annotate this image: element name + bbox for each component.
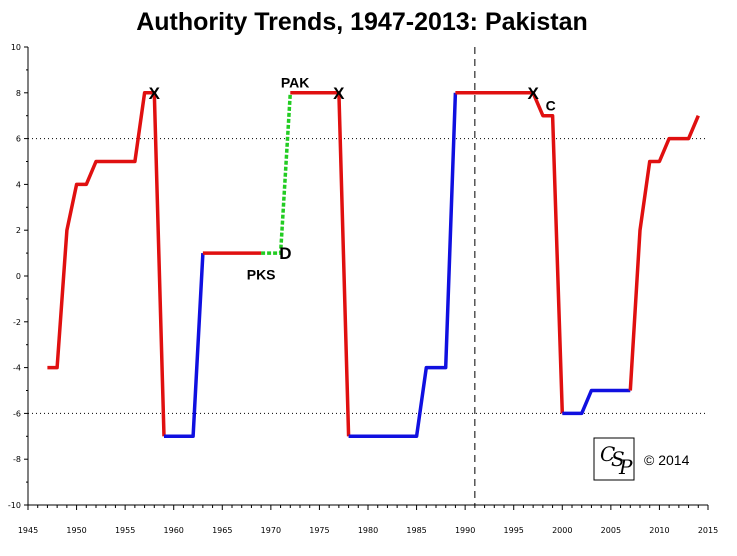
- svg-text:C: C: [600, 442, 615, 466]
- y-tick-label: 4: [16, 180, 21, 189]
- y-tick-label: 6: [16, 135, 21, 144]
- copyright-text: © 2014: [644, 452, 690, 468]
- x-tick-label: 1995: [504, 526, 524, 535]
- series-line-4: [261, 92, 293, 255]
- series-line-5: [290, 91, 351, 437]
- annotation-label: PKS: [247, 267, 276, 283]
- annotation-label: X: [149, 84, 161, 103]
- annotation-label: PAK: [281, 74, 310, 90]
- y-tick-label: 8: [16, 89, 21, 98]
- x-tick-label: 1975: [309, 526, 329, 535]
- x-tick-label: 1945: [18, 526, 38, 535]
- series-line-8: [562, 388, 631, 416]
- y-tick-label: -8: [13, 455, 21, 464]
- series-line-2: [164, 253, 205, 439]
- x-tick-label: 2000: [552, 526, 572, 535]
- y-tick-label: -10: [8, 501, 21, 510]
- chart-title: Authority Trends, 1947-2013: Pakistan: [136, 8, 588, 36]
- x-tick-label: 1955: [115, 526, 135, 535]
- y-tick-label: 0: [16, 272, 21, 281]
- x-tick-label: 2005: [601, 526, 621, 535]
- y-tick-label: -2: [13, 318, 21, 327]
- annotation-label: X: [527, 84, 539, 103]
- annotation-label: C: [546, 97, 556, 113]
- x-tick-label: 2015: [698, 526, 718, 535]
- y-tick-label: 10: [11, 43, 21, 52]
- x-tick-label: 1965: [212, 526, 232, 535]
- series-line-6: [348, 92, 458, 439]
- y-tick-label: -4: [13, 364, 21, 373]
- x-tick-label: 1950: [66, 526, 86, 535]
- series-line-7: [455, 91, 565, 414]
- y-tick-label: 2: [16, 226, 21, 235]
- x-tick-label: 1970: [261, 526, 281, 535]
- svg-text:P: P: [618, 455, 633, 479]
- x-tick-label: 1985: [406, 526, 426, 535]
- x-tick-label: 1960: [164, 526, 184, 535]
- series-line-9: [628, 115, 700, 391]
- annotation-label: D: [279, 244, 291, 263]
- x-tick-label: 1980: [358, 526, 378, 535]
- annotation-label: X: [333, 84, 345, 103]
- svg-text:S: S: [611, 447, 625, 471]
- y-tick-label: -6: [13, 409, 21, 418]
- series-line-1: [47, 91, 166, 437]
- csp-logo: C S P: [593, 437, 635, 481]
- x-tick-label: 1990: [455, 526, 475, 535]
- x-tick-label: 2010: [649, 526, 669, 535]
